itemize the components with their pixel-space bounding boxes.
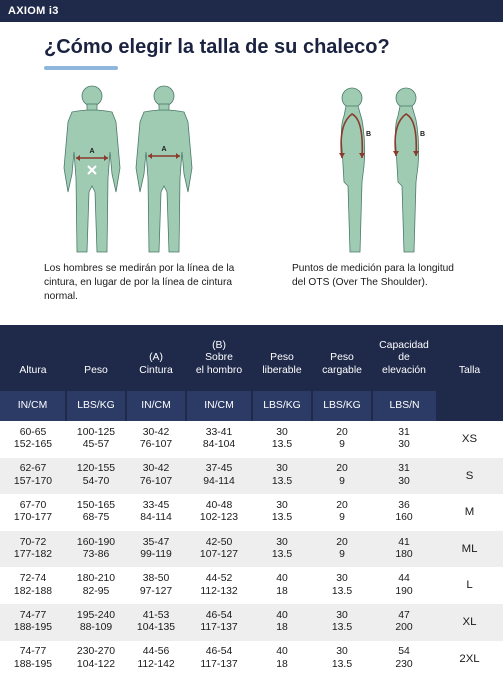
table-cell-peso: 230-270 104-122: [76, 646, 116, 670]
column-header: Altura: [0, 325, 66, 391]
table-cell-liberable: 40 18: [276, 646, 288, 670]
table-cell-elevacion: 54 230: [395, 646, 413, 670]
table-cell-altura: 70-72 177-182: [0, 530, 66, 568]
unit-header: LBS/KG: [65, 391, 126, 421]
ots-arrow-male: [340, 113, 364, 159]
table-header-row: Altura Peso (A) Cintura (B) Sobre el hombro …: [0, 325, 503, 391]
column-header: (A) Cintura: [126, 325, 186, 391]
unit-header: LBS/KG: [251, 391, 312, 421]
column-header: Talla: [436, 325, 503, 391]
table-units-row: IN/CM LBS/KG IN/CM IN/CM LBS/KG LBS/KG LBS/N: [0, 391, 503, 421]
table-row: 60-65 152-165 100-125 45-57 30-42 76-107 33-41…: [0, 421, 503, 458]
table-cell-talla: XL: [436, 603, 503, 641]
table-cell-peso: 120-155 54-70: [66, 457, 126, 495]
unit-header: IN/CM: [125, 391, 186, 421]
waist-line-back: A: [148, 146, 180, 159]
table-cell-talla: XS: [461, 433, 478, 446]
table-cell-talla: S: [436, 457, 503, 495]
table-cell-cintura: 38-50 97-127: [139, 573, 173, 597]
table-cell-peso: 160-190 73-86: [66, 530, 126, 568]
waist-line-front: A: [76, 148, 108, 175]
column-header: Capacidad de elevación: [372, 325, 436, 391]
table-cell-elevacion: 36 160: [395, 499, 413, 524]
ots-label-b: B: [366, 131, 371, 138]
waist-measurement-figures: A A: [63, 85, 193, 253]
table-cell-liberable: 30 13.5: [252, 457, 312, 495]
waist-label-a: A: [89, 148, 94, 155]
table-cell-cintura: 30-42 76-107: [126, 457, 186, 495]
unit-header: IN/CM: [185, 391, 252, 421]
unit-header: LBS/KG: [311, 391, 372, 421]
ots-caption: Puntos de medición para la longitud del …: [292, 263, 454, 288]
table-cell-peso: 100-125 45-57: [76, 426, 116, 451]
table-row: 67-70 170-177 150-165 68-75 33-45 84-114 40-48…: [0, 494, 503, 531]
table-cell-altura: 67-70 170-177: [13, 499, 53, 524]
size-chart-table: Altura Peso (A) Cintura (B) Sobre el hombro …: [0, 325, 503, 677]
table-row: 74-77 188-195 230-270 104-122 44-56 112-142 46…: [0, 641, 503, 678]
table-cell-elevacion: 47 200: [372, 603, 436, 641]
table-cell-liberable: 30 13.5: [271, 426, 293, 451]
table-cell-cargable: 20 9: [336, 499, 348, 524]
unit-header: LBS/N: [371, 391, 436, 421]
waist-caption: Los hombres se medirán por la línea de l…: [44, 263, 235, 302]
unit-header-blank: [436, 391, 503, 421]
ots-label-b-female: B: [420, 131, 425, 138]
table-cell-cintura: 33-45 84-114: [140, 499, 172, 524]
column-header: Peso liberable: [252, 325, 312, 391]
table-cell-liberable: 30 13.5: [252, 530, 312, 568]
table-cell-cintura: 35-47 99-119: [126, 530, 186, 568]
table-cell-hombro: 44-52 112-132: [200, 573, 238, 597]
table-cell-liberable: 40 18: [252, 603, 312, 641]
column-header: Peso: [66, 325, 126, 391]
table-row: 72-74 182-188 180-210 82-95 38-50 97-127 44-52…: [0, 567, 503, 604]
table-cell-hombro: 33-41 84-104: [202, 426, 236, 451]
table-cell-altura: 72-74 182-188: [13, 573, 53, 597]
table-cell-altura: 74-77 188-195: [13, 646, 53, 670]
table-cell-elevacion: 41 180: [372, 530, 436, 568]
table-cell-peso: 150-165 68-75: [76, 499, 116, 524]
unit-header: IN/CM: [0, 391, 66, 421]
table-cell-peso: 195-240 88-109: [66, 603, 126, 641]
page-title: ¿Cómo elegir la talla de su chaleco?: [44, 36, 390, 58]
table-cell-cargable: 20 9: [312, 457, 372, 495]
table-cell-hombro: 37-45 94-114: [186, 457, 252, 495]
column-header: (B) Sobre el hombro: [186, 325, 252, 391]
ots-measurement-figures: B B: [339, 87, 425, 253]
table-cell-elevacion: 31 30: [398, 426, 410, 451]
table-cell-hombro: 46-54 117-137: [200, 646, 238, 670]
table-cell-altura: 60-65 152-165: [13, 426, 53, 451]
table-cell-cintura: 44-56 112-142: [137, 646, 175, 670]
table-cell-talla: M: [464, 506, 475, 519]
table-cell-liberable: 30 13.5: [271, 499, 293, 524]
table-cell-hombro: 40-48 102-123: [199, 499, 239, 524]
table-cell-peso: 180-210 82-95: [76, 573, 116, 597]
table-cell-talla: 2XL: [459, 652, 480, 665]
table-cell-elevacion: 44 190: [395, 573, 413, 597]
table-row: 62-67 157-170 120-155 54-70 30-42 76-107 37-45…: [0, 457, 503, 495]
table-cell-elevacion: 31 30: [372, 457, 436, 495]
table-cell-altura: 62-67 157-170: [0, 457, 66, 495]
table-cell-cargable: 30 13.5: [331, 573, 353, 597]
table-cell-cargable: 30 13.5: [331, 646, 353, 670]
waist-label-a-back: A: [161, 146, 166, 153]
table-row: 70-72 177-182 160-190 73-86 35-47 99-119 42-50…: [0, 530, 503, 568]
table-cell-hombro: 42-50 107-127: [186, 530, 252, 568]
table-cell-hombro: 46-54 117-137: [186, 603, 252, 641]
table-cell-cargable: 30 13.5: [312, 603, 372, 641]
brand-label: AXIOM i3: [8, 5, 59, 17]
table-body: 60-65 152-165 100-125 45-57 30-42 76-107 33-41…: [0, 421, 503, 677]
table-cell-altura: 74-77 188-195: [0, 603, 66, 641]
ots-arrow-female: [394, 113, 418, 157]
table-cell-cintura: 41-53 104-135: [126, 603, 186, 641]
table-cell-talla: ML: [436, 530, 503, 568]
title-underline: [44, 66, 118, 70]
brand-bar: AXIOM i3: [0, 0, 503, 22]
column-header: Peso cargable: [312, 325, 372, 391]
table-row: 74-77 188-195 195-240 88-109 41-53 104-135 46-…: [0, 603, 503, 641]
table-cell-cargable: 20 9: [312, 530, 372, 568]
table-cell-liberable: 40 18: [276, 573, 288, 597]
table-cell-cintura: 30-42 76-107: [139, 426, 173, 451]
table-cell-talla: L: [466, 579, 473, 592]
table-cell-cargable: 20 9: [336, 426, 348, 451]
